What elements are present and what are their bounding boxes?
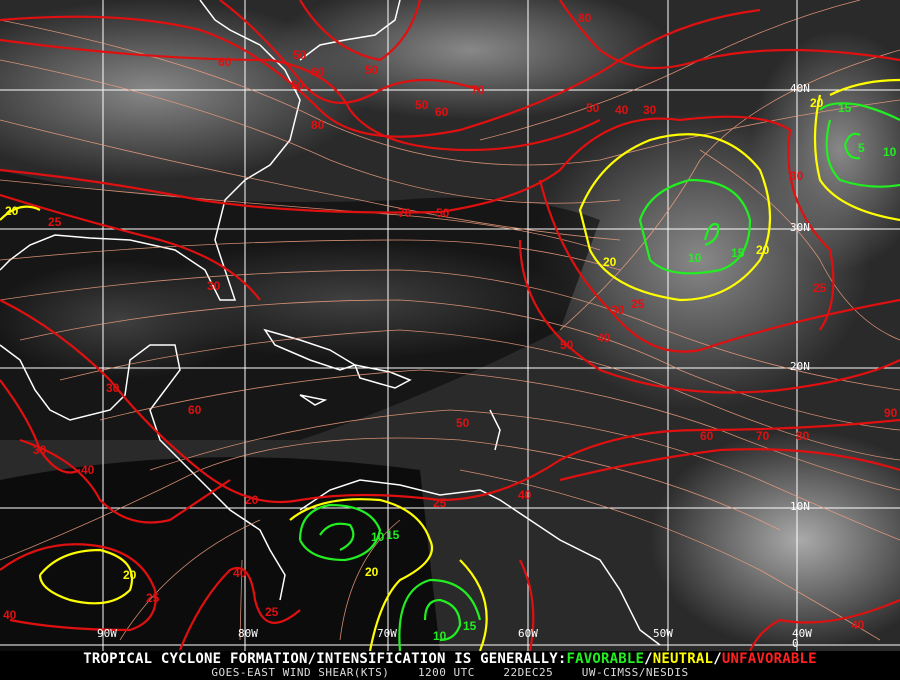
contour-label-unfavorable: 90 [884,406,898,420]
contour-label-unfavorable: 60 [218,55,232,69]
valid-date: 22DEC25 [503,666,554,679]
contour-label-unfavorable: 80 [578,11,592,25]
legend-neutral: NEUTRAL [652,651,714,667]
contour-label-unfavorable: 30 [643,103,657,117]
contour-label-unfavorable: 40 [518,488,532,502]
contour-label-favorable: 10 [688,251,702,265]
contours-unfavorable [0,0,900,652]
contour-label-unfavorable: 30 [106,381,120,395]
contour-label-unfavorable: 60 [311,65,325,79]
contour-label-neutral: 20 [123,568,137,582]
contour-label-unfavorable: 40 [233,566,247,580]
legend-favorable: FAVORABLE [566,651,645,667]
contour-label-unfavorable: 40 [597,331,611,345]
contour-label-unfavorable: 60 [700,429,714,443]
contour-label-unfavorable: 40 [81,463,95,477]
contours-favorable [298,102,900,652]
lon-label-60w: 60W [518,627,538,640]
lat-label-40n: 40N [790,82,810,95]
lat-label-10n: 10N [790,500,810,513]
contour-label-neutral: 20 [603,255,617,269]
contour-label-unfavorable: 30 [611,303,625,317]
contour-label-unfavorable: 50 [293,48,307,62]
contour-label-unfavorable: 60 [435,105,449,119]
contour-label-unfavorable: 60 [291,78,305,92]
contour-label-unfavorable: 40 [3,608,17,622]
contour-label-unfavorable: 30 [33,443,47,457]
headline-prefix: TROPICAL CYCLONE FORMATION/INTENSIFICATI… [83,651,567,667]
headline: TROPICAL CYCLONE FORMATION/INTENSIFICATI… [0,651,900,667]
product-info: GOES-EAST WIND SHEAR(KTS) 1200 UTC 22DEC… [0,667,900,679]
footer: TROPICAL CYCLONE FORMATION/INTENSIFICATI… [0,651,900,680]
lon-label-90w: 90W [97,627,117,640]
contour-label-unfavorable: 80 [311,118,325,132]
contour-label-unfavorable: 25 [265,605,279,619]
contour-label-unfavorable: 25 [146,591,160,605]
lon-label-80w: 80W [238,627,258,640]
separator: / [713,651,722,667]
contour-label-neutral: 20 [810,96,824,110]
legend-unfavorable: UNFAVORABLE [721,651,817,667]
contour-label-neutral: 20 [5,204,19,218]
lat-label-20n: 20N [790,360,810,373]
coastlines [0,0,661,646]
contour-label-favorable: 10 [883,145,897,159]
contour-label-favorable: 15 [463,619,477,633]
contour-label-neutral: 20 [365,565,379,579]
contour-label-favorable: 10 [433,629,447,643]
product-name: GOES-EAST WIND SHEAR(KTS) [211,666,390,679]
separator: / [644,651,653,667]
contour-label-favorable: 5 [858,141,865,155]
contour-label-unfavorable: 70 [398,206,412,220]
contour-label-unfavorable: 40 [851,618,865,632]
contour-label-favorable: 15 [386,528,400,542]
contour-label-unfavorable: 70 [756,429,770,443]
contour-label-unfavorable: 20 [245,493,259,507]
contour-label-unfavorable: 25 [631,297,645,311]
contour-label-unfavorable: 30 [790,169,804,183]
lon-label-70w: 70W [377,627,397,640]
contour-label-neutral: 20 [756,243,770,257]
lon-label-50w: 50W [653,627,673,640]
contour-label-favorable: 15 [731,246,745,260]
contour-label-unfavorable: 50 [436,206,450,220]
valid-time: 1200 UTC [417,666,475,679]
contour-label-unfavorable: 70 [471,83,485,97]
contour-label-unfavorable: 50 [365,63,379,77]
contour-label-unfavorable: 50 [456,416,470,430]
lon-label-40w: 40W [792,627,812,640]
contour-label-favorable: 15 [838,101,852,115]
contour-label-unfavorable: 50 [586,101,600,115]
contours-neutral [0,78,900,652]
contour-label-unfavorable: 25 [48,215,62,229]
lat-label-30n: 30N [790,221,810,234]
lat-label-0: 0 [792,637,799,650]
contour-label-favorable: 10 [371,530,385,544]
satellite-imagery [0,0,900,651]
contour-label-unfavorable: 50 [415,98,429,112]
contour-label-unfavorable: 25 [433,496,447,510]
contour-label-unfavorable: 80 [796,429,810,443]
contour-label-unfavorable: 25 [813,281,827,295]
contour-label-unfavorable: 40 [615,103,629,117]
grid-lines [0,0,900,651]
contour-label-unfavorable: 60 [188,403,202,417]
credit: UW-CIMSS/NESDIS [581,666,689,679]
contour-label-unfavorable: 50 [560,338,574,352]
contour-label-unfavorable: 30 [207,279,221,293]
